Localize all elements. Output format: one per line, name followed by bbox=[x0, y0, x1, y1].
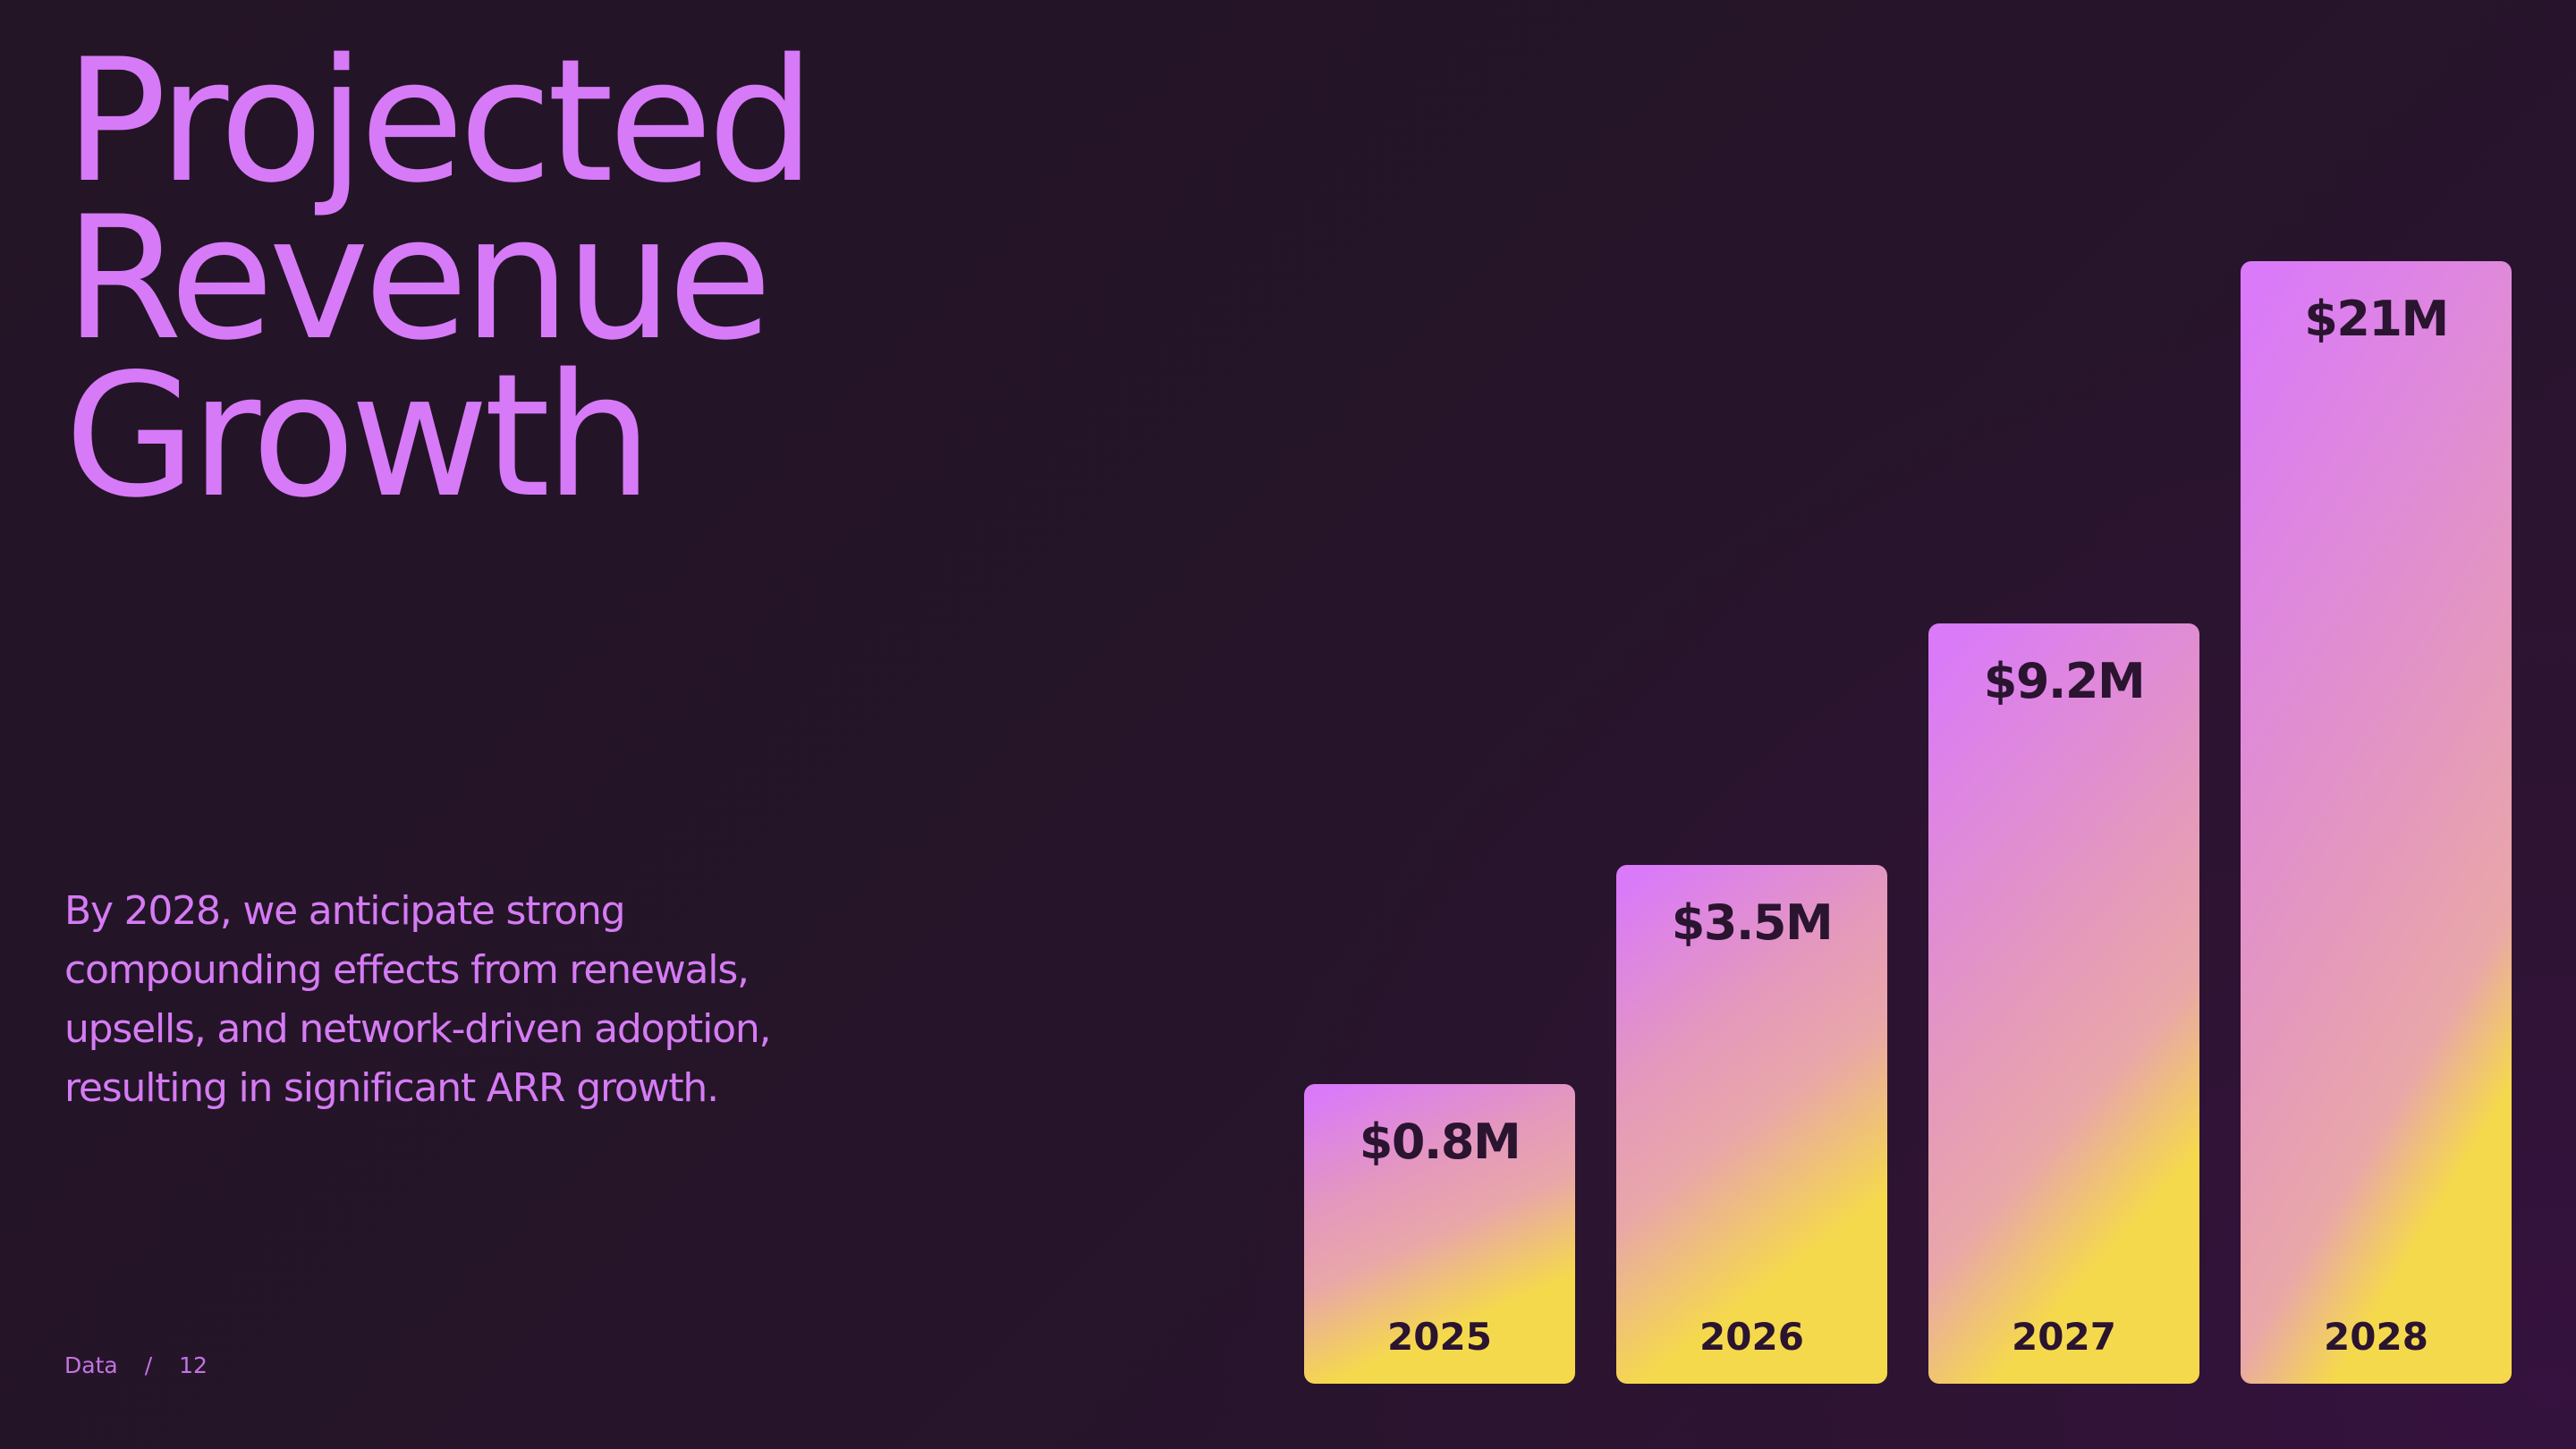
bar-2026 bbox=[1616, 865, 1887, 1384]
bar-value-label: $21M bbox=[2304, 291, 2447, 347]
bar-value-label: $3.5M bbox=[1672, 894, 1832, 951]
bars-layer: $0.8M 2025 $3.5M 2026 $9.2M 2027 $21M 2028 bbox=[1304, 261, 2512, 1384]
bar-group-2027: $9.2M 2027 bbox=[1928, 623, 2199, 1384]
bar-group-2028: $21M 2028 bbox=[2241, 261, 2512, 1384]
bar-category-label: 2027 bbox=[2012, 1315, 2116, 1359]
bar-value-label: $0.8M bbox=[1360, 1114, 1520, 1170]
bar-value-label: $9.2M bbox=[1984, 653, 2144, 709]
title-line-2: Revenue bbox=[64, 180, 772, 377]
footer-page-number: 12 bbox=[179, 1352, 208, 1378]
bar-2028 bbox=[2241, 261, 2512, 1384]
title-line-1: Projected bbox=[64, 22, 816, 220]
bar-category-label: 2025 bbox=[1387, 1315, 1492, 1359]
footer-section: Data bbox=[64, 1352, 118, 1378]
page-title: Projected Revenue Growth bbox=[64, 22, 816, 535]
footer-separator: / bbox=[144, 1352, 153, 1378]
bar-2025 bbox=[1304, 1084, 1575, 1384]
description-text: By 2028, we anticipate strong compoundin… bbox=[64, 888, 772, 1111]
bar-group-2026: $3.5M 2026 bbox=[1616, 865, 1887, 1384]
footer: Data / 12 bbox=[64, 1352, 208, 1378]
title-line-3: Growth bbox=[64, 337, 653, 535]
bar-category-label: 2028 bbox=[2324, 1315, 2428, 1359]
bar-2027 bbox=[1928, 623, 2199, 1384]
bar-category-label: 2026 bbox=[1699, 1315, 1804, 1359]
bar-group-2025: $0.8M 2025 bbox=[1304, 1084, 1575, 1384]
